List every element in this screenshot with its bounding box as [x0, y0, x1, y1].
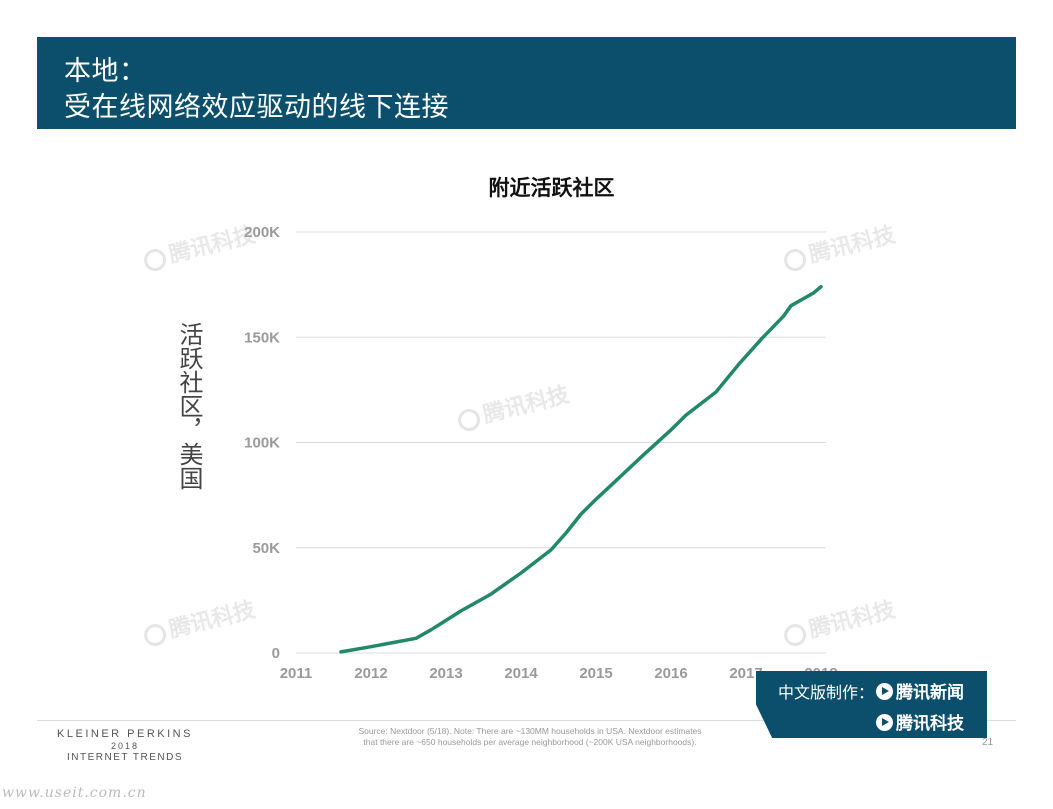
kleiner-perkins-logo: KLEINER PERKINS 2018 INTERNET TRENDS — [50, 728, 200, 764]
x-tick-label: 2012 — [354, 665, 387, 682]
y-axis-label: 活跃社区，美国 — [175, 322, 203, 490]
x-tick-label: 2013 — [429, 665, 462, 682]
series-line — [339, 284, 823, 654]
chart-title: 附近活跃社区 — [488, 176, 615, 200]
source-line2: that there are ~650 households per avera… — [363, 737, 697, 747]
logo-line2: 2018 — [110, 741, 140, 751]
y-tick-label: 200K — [244, 224, 280, 241]
x-tick-label: 2011 — [280, 665, 313, 682]
y-axis-ticks: 0 50K 100K 150K 200K — [244, 224, 280, 662]
logo-line3: INTERNET TRENDS — [66, 752, 184, 763]
logo-line1: KLEINER PERKINS — [57, 728, 193, 740]
title-banner: 本地： 受在线网络效应驱动的线下连接 — [37, 37, 1016, 129]
x-tick-label: 2014 — [504, 665, 538, 682]
x-axis-ticks: 20112012201320142015201620172018 — [280, 665, 838, 682]
y-tick-label: 50K — [252, 540, 280, 557]
site-url-watermark: www.useit.com.cn — [2, 785, 147, 801]
x-tick-label: 2015 — [579, 665, 612, 682]
credit-row-news: 中文版制作： 腾讯新闻 — [778, 678, 964, 703]
credit-label: 中文版制作： — [778, 683, 875, 702]
series-group — [339, 284, 823, 654]
tencent-news-icon — [876, 683, 894, 700]
x-tick-label: 2017 — [729, 665, 762, 682]
footer-divider — [37, 720, 1016, 721]
y-tick-label: 0 — [272, 645, 280, 662]
y-tick-label: 150K — [244, 329, 280, 346]
tencent-tech-icon — [876, 714, 893, 731]
page-number: 21 — [982, 737, 994, 748]
credit-brand-news: 腾讯新闻 — [896, 683, 965, 703]
source-line1: Source: Nextdoor (5/18). Note: There are… — [358, 726, 702, 736]
page-title-line1: 本地： — [64, 56, 147, 87]
page-title-line2: 受在线网络效应驱动的线下连接 — [64, 92, 449, 123]
credit-badge: 中文版制作： 腾讯新闻 腾讯科技 — [756, 671, 987, 738]
x-tick-label: 2016 — [654, 665, 687, 682]
y-tick-label: 100K — [244, 435, 280, 452]
source-note: Source: Nextdoor (5/18). Note: There are… — [310, 726, 750, 748]
credit-row-tech: 腾讯科技 — [874, 709, 964, 734]
grid-lines — [296, 231, 826, 654]
credit-brand-tech: 腾讯科技 — [896, 714, 964, 734]
